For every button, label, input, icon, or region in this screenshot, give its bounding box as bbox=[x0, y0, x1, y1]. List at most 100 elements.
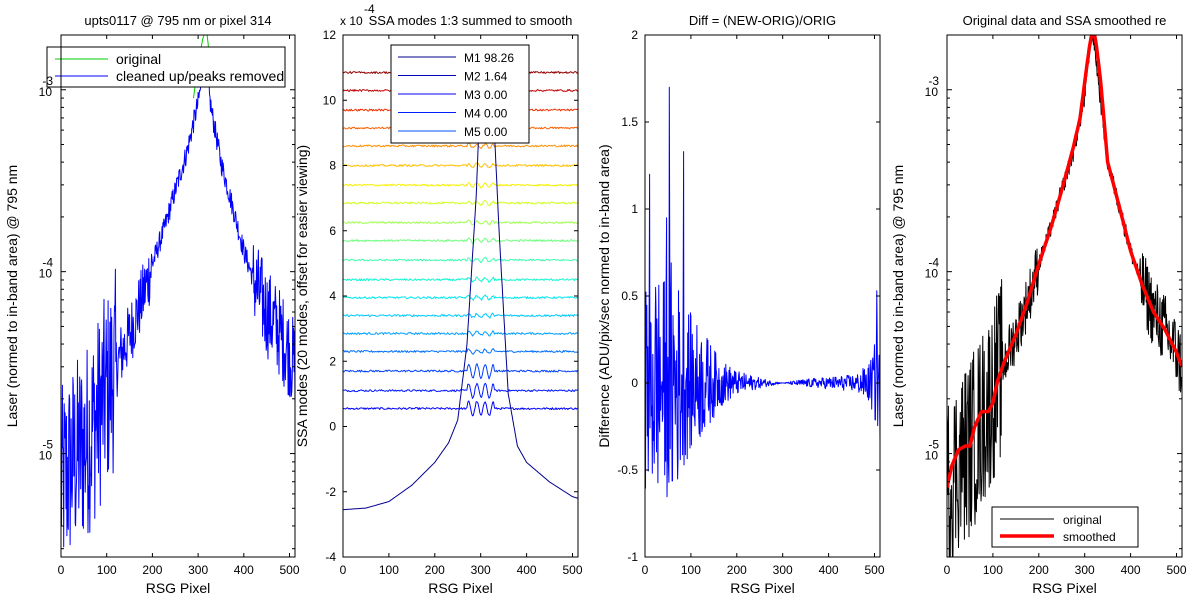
mode-line bbox=[343, 276, 578, 283]
legend-box bbox=[46, 46, 286, 88]
mode-line bbox=[343, 330, 578, 337]
y-tick-label: 0 bbox=[329, 420, 336, 434]
mode-line bbox=[343, 312, 578, 319]
legend-label: original bbox=[1063, 513, 1102, 527]
mode-line bbox=[343, 142, 578, 149]
panel-3-axes: 0 100 200 300 400 500 -1 -0.5 0 0.5 1 1.5 2 Diff = (N… bbox=[596, 13, 885, 596]
chart-title: Diff = (NEW-ORIG)/ORIG bbox=[689, 13, 836, 28]
x-tick-label: 300 bbox=[188, 563, 208, 577]
y-tick-label: 10 bbox=[39, 449, 53, 463]
x-tick-label: 300 bbox=[1075, 563, 1095, 577]
x-tick-label: 500 bbox=[562, 563, 582, 577]
x-tick-label: 100 bbox=[983, 563, 1003, 577]
y-tick-label: 1.5 bbox=[621, 115, 638, 129]
panel-3-series bbox=[645, 86, 880, 498]
x-tick-label: 500 bbox=[864, 563, 884, 577]
x-axis-label: RSG Pixel bbox=[1032, 580, 1097, 596]
x-tick-label: 100 bbox=[681, 563, 701, 577]
y-axis-label: SSA modes (20 modes, offset for easier v… bbox=[294, 145, 310, 447]
mode-line bbox=[343, 382, 578, 399]
y-tick-label: 8 bbox=[329, 159, 336, 173]
mode-line bbox=[343, 294, 578, 301]
mode-line bbox=[343, 256, 578, 264]
panel-1-series bbox=[61, 35, 295, 548]
legend-label: M3 0.00 bbox=[464, 88, 508, 102]
x-axis-label: RSG Pixel bbox=[730, 580, 795, 596]
difference-line bbox=[645, 86, 880, 498]
mode-1-line bbox=[343, 50, 578, 511]
mode-line bbox=[343, 219, 578, 226]
legend-label: M4 0.00 bbox=[464, 107, 508, 121]
plot-frame bbox=[644, 34, 881, 558]
y-tick-exponent: -5 bbox=[42, 438, 53, 452]
plot-frame bbox=[60, 34, 296, 558]
y-tick-label: 10 bbox=[925, 85, 939, 99]
x-tick-label: 400 bbox=[1121, 563, 1141, 577]
x-tick-label: 0 bbox=[642, 563, 649, 577]
legend: original smoothed bbox=[991, 506, 1139, 548]
legend-label: cleaned up/peaks removed bbox=[116, 68, 284, 84]
y-tick-exponent: -5 bbox=[928, 438, 939, 452]
legend-label: original bbox=[116, 51, 161, 67]
y-tick-label: 6 bbox=[329, 224, 336, 238]
x-tick-label: 300 bbox=[773, 563, 793, 577]
mode-line bbox=[343, 348, 578, 355]
y-tick-exponent: -3 bbox=[928, 74, 939, 88]
series-line-smoothed bbox=[947, 35, 1182, 488]
x-tick-label: 200 bbox=[142, 563, 162, 577]
y-tick-label: 2 bbox=[631, 28, 638, 42]
y-tick-label: 1 bbox=[631, 202, 638, 216]
panel-2-axes: 0 100 200 300 400 500 -4 -2 0 2 4 6 8 10 12 SSA modes 1… bbox=[294, 13, 583, 596]
panel-4-series bbox=[947, 35, 1182, 557]
x-tick-label: 100 bbox=[97, 563, 117, 577]
plot-frame bbox=[946, 34, 1183, 558]
chart-title: Original data and SSA smoothed re bbox=[963, 13, 1167, 28]
y-tick-label: 0 bbox=[631, 376, 638, 390]
x-tick-label: 400 bbox=[234, 563, 254, 577]
y-tick-exponent: -4 bbox=[42, 256, 53, 270]
y-axis-label: Difference (ADU/pix/sec normed to in-ban… bbox=[596, 144, 612, 447]
x-tick-label: 200 bbox=[1029, 563, 1049, 577]
x-tick-label: 0 bbox=[58, 563, 65, 577]
mode-line bbox=[343, 363, 578, 380]
y-tick-label: 10 bbox=[925, 449, 939, 463]
y-tick-label: 12 bbox=[323, 28, 337, 42]
x-tick-label: 300 bbox=[471, 563, 491, 577]
x-axis-label: RSG Pixel bbox=[146, 580, 211, 596]
mode-line bbox=[343, 400, 578, 417]
x-tick-label: 100 bbox=[379, 563, 399, 577]
y-tick-label: -2 bbox=[325, 485, 336, 499]
x-tick-label: 0 bbox=[944, 563, 951, 577]
legend-label: M2 1.64 bbox=[464, 70, 508, 84]
legend-box bbox=[991, 506, 1139, 548]
chart-title: SSA modes 1:3 summed to smooth bbox=[369, 13, 573, 28]
x-tick-label: 400 bbox=[819, 563, 839, 577]
mode-line bbox=[343, 162, 578, 169]
legend: M1 98.26 M2 1.64 M3 0.00 M4 0.00 M5 0.00 bbox=[390, 44, 530, 144]
axis-multiplier: x 10 bbox=[340, 14, 363, 28]
mode-line bbox=[343, 237, 578, 244]
legend-label: M1 98.26 bbox=[464, 51, 514, 65]
mode-line bbox=[343, 200, 578, 207]
axis-multiplier-exponent: -4 bbox=[364, 2, 375, 16]
legend-label: M5 0.00 bbox=[464, 125, 508, 139]
chart-title: upts0117 @ 795 nm or pixel 314 bbox=[84, 13, 271, 28]
y-tick-label: 10 bbox=[925, 267, 939, 281]
x-axis-label: RSG Pixel bbox=[428, 580, 493, 596]
y-tick-label: 4 bbox=[329, 289, 336, 303]
y-tick-label: 10 bbox=[39, 267, 53, 281]
x-tick-label: 200 bbox=[425, 563, 445, 577]
legend-label: smoothed bbox=[1063, 530, 1116, 544]
x-tick-label: 400 bbox=[517, 563, 537, 577]
y-axis-label: Laser (normed to in-band area) @ 795 nm bbox=[890, 165, 906, 427]
x-tick-label: 500 bbox=[1166, 563, 1186, 577]
x-tick-label: 500 bbox=[280, 563, 300, 577]
y-tick-label: 10 bbox=[323, 93, 337, 107]
mode-line bbox=[343, 181, 578, 189]
y-axis-label: Laser (normed to in-band area) @ 795 nm bbox=[4, 165, 20, 427]
series-line-cleaned bbox=[61, 64, 295, 548]
